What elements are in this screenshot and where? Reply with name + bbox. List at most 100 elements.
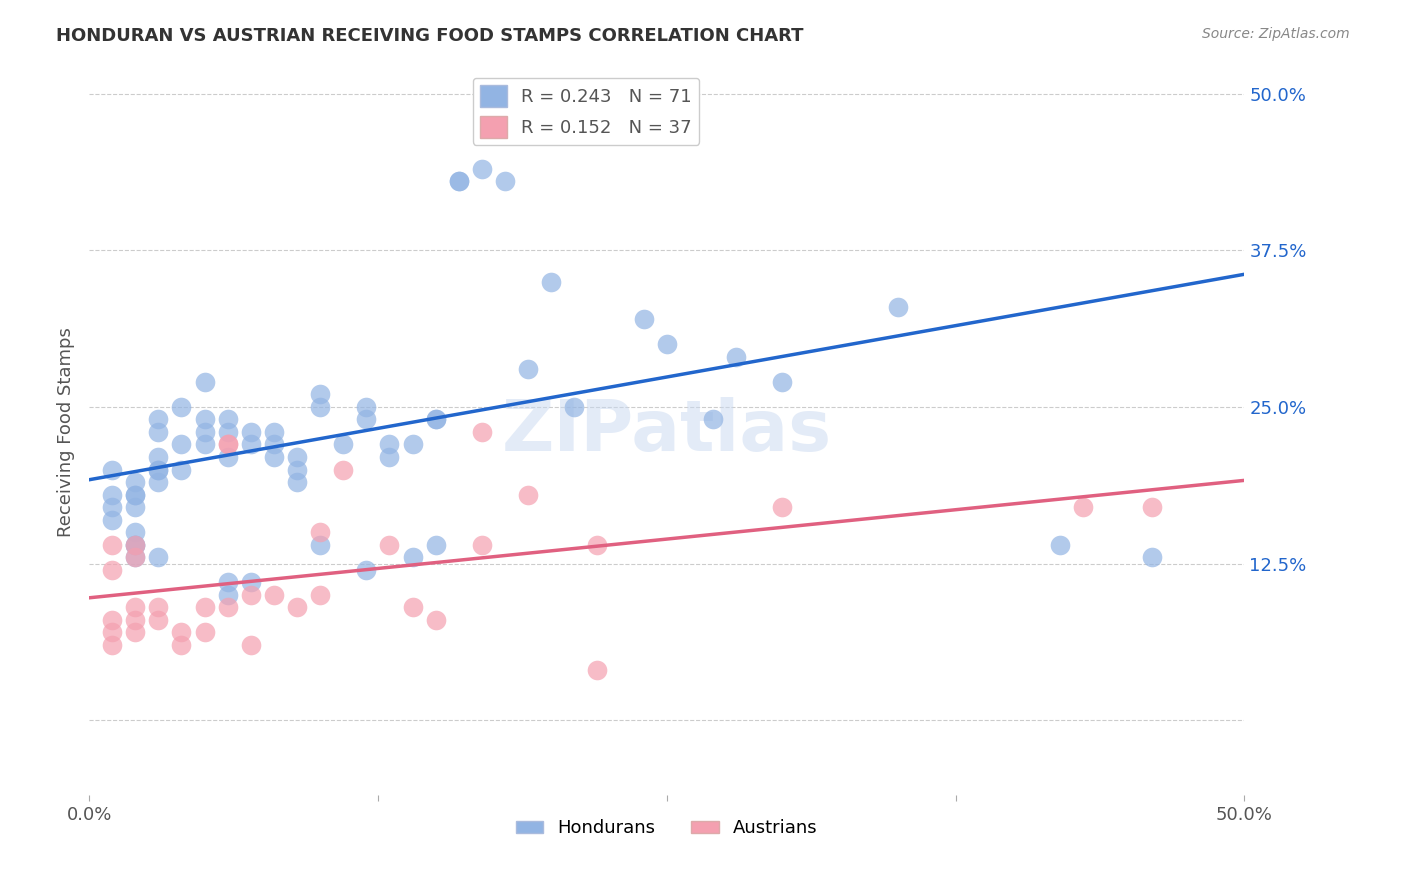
Point <box>471 425 494 439</box>
Text: Source: ZipAtlas.com: Source: ZipAtlas.com <box>1202 27 1350 41</box>
Point <box>540 275 562 289</box>
Point <box>239 437 262 451</box>
Point <box>148 550 170 565</box>
Point <box>170 625 193 640</box>
Point <box>770 375 793 389</box>
Point <box>655 337 678 351</box>
Point <box>148 475 170 489</box>
Point <box>425 412 447 426</box>
Point <box>1140 500 1163 515</box>
Point <box>124 500 146 515</box>
Point <box>1071 500 1094 515</box>
Point <box>101 625 124 640</box>
Point <box>586 538 609 552</box>
Point <box>101 613 124 627</box>
Point <box>170 437 193 451</box>
Text: ZIPatlas: ZIPatlas <box>502 398 832 467</box>
Point <box>309 538 332 552</box>
Point <box>148 613 170 627</box>
Point <box>887 300 910 314</box>
Point <box>633 312 655 326</box>
Point <box>101 638 124 652</box>
Point <box>1049 538 1071 552</box>
Point <box>309 588 332 602</box>
Point <box>309 400 332 414</box>
Point <box>124 525 146 540</box>
Point <box>217 600 239 615</box>
Point <box>194 437 217 451</box>
Point <box>217 437 239 451</box>
Point <box>170 638 193 652</box>
Point <box>401 550 423 565</box>
Point <box>332 462 354 476</box>
Y-axis label: Receiving Food Stamps: Receiving Food Stamps <box>58 327 75 537</box>
Point <box>425 412 447 426</box>
Text: HONDURAN VS AUSTRIAN RECEIVING FOOD STAMPS CORRELATION CHART: HONDURAN VS AUSTRIAN RECEIVING FOOD STAM… <box>56 27 804 45</box>
Point <box>101 538 124 552</box>
Point <box>217 412 239 426</box>
Point <box>101 488 124 502</box>
Point <box>285 475 308 489</box>
Point <box>378 437 401 451</box>
Point <box>517 488 540 502</box>
Point <box>378 450 401 464</box>
Point <box>425 538 447 552</box>
Point <box>124 538 146 552</box>
Point <box>770 500 793 515</box>
Point <box>356 412 378 426</box>
Point <box>471 161 494 176</box>
Point <box>309 525 332 540</box>
Point <box>263 425 285 439</box>
Point <box>332 437 354 451</box>
Point <box>609 124 631 138</box>
Point <box>562 400 585 414</box>
Point <box>124 488 146 502</box>
Point <box>447 174 470 188</box>
Point <box>401 437 423 451</box>
Point <box>217 575 239 590</box>
Point <box>148 450 170 464</box>
Point <box>124 550 146 565</box>
Point <box>101 500 124 515</box>
Point <box>124 613 146 627</box>
Point <box>148 462 170 476</box>
Point <box>148 412 170 426</box>
Point <box>170 400 193 414</box>
Point <box>148 462 170 476</box>
Point <box>124 600 146 615</box>
Point <box>194 600 217 615</box>
Point <box>124 538 146 552</box>
Point <box>124 538 146 552</box>
Point <box>217 450 239 464</box>
Legend: Hondurans, Austrians: Hondurans, Austrians <box>509 812 825 845</box>
Point <box>194 425 217 439</box>
Point <box>263 437 285 451</box>
Point <box>725 350 748 364</box>
Point <box>401 600 423 615</box>
Point <box>170 462 193 476</box>
Point <box>239 425 262 439</box>
Point <box>239 575 262 590</box>
Point <box>124 488 146 502</box>
Point <box>101 513 124 527</box>
Point <box>263 450 285 464</box>
Point <box>425 613 447 627</box>
Point <box>124 625 146 640</box>
Point <box>148 600 170 615</box>
Point <box>494 174 516 188</box>
Point <box>378 538 401 552</box>
Point <box>217 588 239 602</box>
Point <box>1140 550 1163 565</box>
Point <box>194 412 217 426</box>
Point <box>148 425 170 439</box>
Point <box>356 563 378 577</box>
Point <box>101 462 124 476</box>
Point <box>263 588 285 602</box>
Point <box>586 663 609 677</box>
Point <box>586 124 609 138</box>
Point <box>285 462 308 476</box>
Point <box>194 625 217 640</box>
Point <box>471 538 494 552</box>
Point <box>447 174 470 188</box>
Point <box>124 475 146 489</box>
